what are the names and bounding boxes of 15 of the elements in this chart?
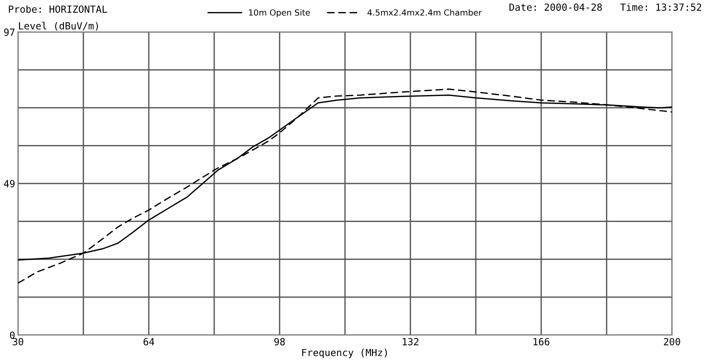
text: Date: 2000-04-28 Time: 13:37:52 (510, 3, 702, 11)
x-tick-label: 98 (274, 338, 285, 346)
text: Probe: HORIZONTAL (8, 5, 108, 13)
x-axis-title: Frequency (MHz) (302, 348, 387, 358)
y-tick-label: 0 (10, 332, 15, 339)
legend-label: 10m Open Site (249, 9, 310, 18)
y-tick-label: 97 (4, 28, 14, 36)
x-tick-label: 166 (534, 338, 550, 346)
y-tick-label: 49 (4, 180, 15, 188)
y-axis-title: Level (dBuV/m) (19, 22, 98, 31)
x-tick-label: 64 (144, 338, 154, 346)
x-tick-label: 30 (12, 338, 24, 346)
x-tick-label: 132 (402, 338, 418, 346)
legend-label: 4.5mx2.4mx2.4m Chamber (367, 9, 482, 16)
x-tick-label: 200 (664, 338, 680, 346)
